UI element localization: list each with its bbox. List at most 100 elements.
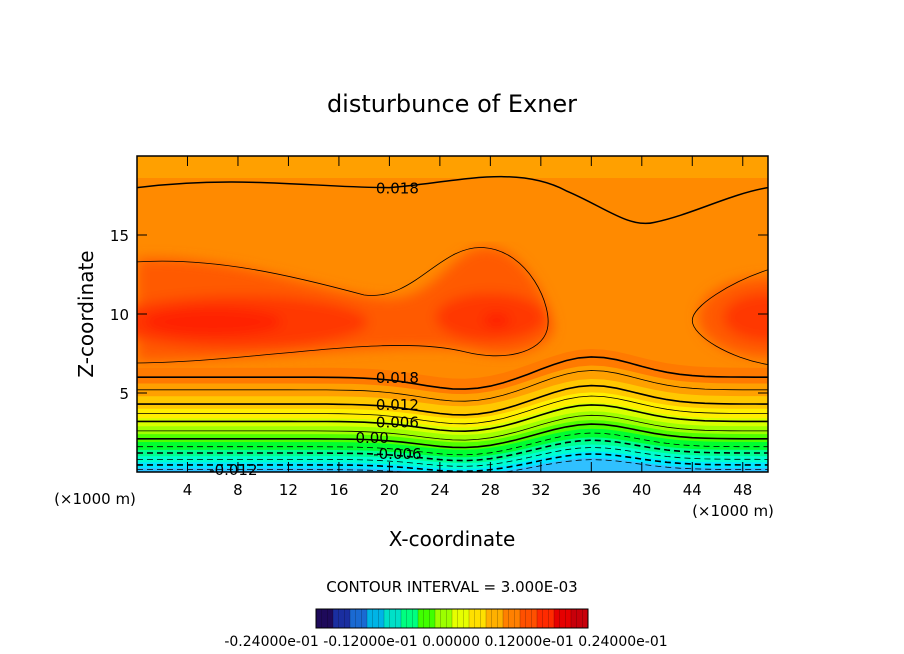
colorbar-swatch: [440, 609, 447, 628]
y-tick-label: 5: [119, 385, 129, 403]
warm-blob-right-core: [723, 293, 768, 342]
colorbar-swatch: [316, 609, 322, 628]
contour-label: -0.006: [373, 445, 421, 463]
x-tick-label: 16: [329, 481, 348, 499]
contour-line: [137, 453, 768, 472]
warm-peak-center: [482, 312, 511, 329]
colorbar-swatch: [429, 609, 436, 628]
contour-line: [691, 269, 768, 365]
colorbar-swatch: [537, 609, 543, 628]
colorbar-swatch: [344, 609, 351, 628]
contour-label: 0.00: [355, 429, 388, 447]
colorbar-swatch: [401, 609, 407, 628]
colorbar-swatch: [452, 609, 458, 628]
colorbar-swatch: [412, 609, 419, 628]
warm-peak-left: [142, 307, 283, 336]
colorbar-swatch: [406, 609, 413, 628]
colorbar-swatch: [389, 609, 396, 628]
colorbar-swatch: [333, 609, 339, 628]
warm-core: [137, 247, 768, 362]
colorbar-swatch: [571, 609, 577, 628]
contour-line: [137, 423, 768, 449]
y-tick-label: 10: [110, 306, 129, 324]
x-axis-ticks: 4 8 12 16 20 24 28 32 36 40 44 48: [183, 156, 752, 499]
contour-line: [137, 370, 768, 402]
colorbar-swatch: [503, 609, 509, 628]
colorbar-swatch: [469, 609, 475, 628]
x-tick-label: 20: [380, 481, 399, 499]
colorbar-swatch: [582, 609, 589, 628]
colorbar-swatch: [384, 609, 390, 628]
contour-field: [137, 156, 768, 472]
colorbar-swatch: [576, 609, 583, 628]
colorbar-swatch: [531, 609, 538, 628]
colorbar-swatch: [457, 609, 464, 628]
colorbar-swatch: [372, 609, 379, 628]
colorbar-swatch: [514, 609, 521, 628]
x-tick-label: 12: [279, 481, 298, 499]
colorbar-swatch: [554, 609, 560, 628]
x-tick-label: 28: [481, 481, 500, 499]
x-tick-label: 32: [531, 481, 550, 499]
colorbar-swatch: [565, 609, 572, 628]
x-tick-label: 48: [733, 481, 752, 499]
contour-line: [137, 175, 768, 225]
field-band: [137, 457, 768, 472]
chart-title: disturbunce of Exner: [327, 90, 577, 118]
x-tick-label: 36: [582, 481, 601, 499]
contour-line: [137, 432, 768, 456]
colorbar-swatch: [435, 609, 441, 628]
contour-label: 0.012: [376, 396, 419, 414]
colorbar: [315, 608, 589, 629]
colorbar-swatch: [520, 609, 526, 628]
contour-line: [137, 439, 768, 462]
contour-line: [137, 356, 768, 390]
contour-interval-text: CONTOUR INTERVAL = 3.000E-03: [326, 578, 577, 596]
contour-label: -0.012: [209, 461, 257, 479]
colorbar-swatch: [361, 609, 368, 628]
colorbar-swatch: [525, 609, 532, 628]
colorbar-swatch: [542, 609, 549, 628]
colorbar-swatch: [350, 609, 356, 628]
colorbar-swatch: [548, 609, 555, 628]
y-tick-label: 15: [110, 227, 129, 245]
contour-line: [137, 459, 768, 472]
contour-label: 0.006: [376, 413, 419, 431]
colorbar-swatch: [508, 609, 515, 628]
contour-line: [137, 395, 768, 425]
colorbar-swatch: [418, 609, 424, 628]
contour-line: [137, 447, 768, 467]
x-unit-label-left: (×1000 m): [54, 490, 136, 508]
x-tick-label: 4: [183, 481, 193, 499]
colorbar-swatch: [559, 609, 566, 628]
x-tick-label: 44: [683, 481, 702, 499]
colorbar-swatch: [474, 609, 481, 628]
x-tick-label: 8: [233, 481, 243, 499]
contour-line: [137, 384, 768, 416]
colorbar-swatch: [355, 609, 362, 628]
y-axis-label: Z-coordinate: [74, 250, 98, 377]
contour-line: [137, 404, 768, 433]
colorbar-swatch: [446, 609, 453, 628]
colorbar-swatch: [423, 609, 430, 628]
contour-label: 0.018: [376, 369, 419, 387]
contour-lines: [137, 175, 768, 472]
colorbar-swatch: [367, 609, 373, 628]
field-top-band: [137, 156, 768, 178]
colorbar-swatch: [395, 609, 402, 628]
contour-line: [137, 247, 549, 364]
colorbar-swatch: [338, 609, 345, 628]
x-tick-label: 40: [632, 481, 651, 499]
colorbar-swatch: [491, 609, 498, 628]
colorbar-swatch: [327, 609, 334, 628]
x-axis-label: X-coordinate: [389, 527, 516, 551]
x-tick-label: 24: [430, 481, 449, 499]
colorbar-swatch: [321, 609, 328, 628]
colorbar-frame: [315, 608, 589, 629]
colorbar-swatch: [497, 609, 504, 628]
contour-line: [137, 414, 768, 441]
colorbar-labels: -0.24000e-01 -0.12000e-01 0.00000 0.1200…: [224, 634, 667, 650]
colorbar-swatch: [486, 609, 492, 628]
